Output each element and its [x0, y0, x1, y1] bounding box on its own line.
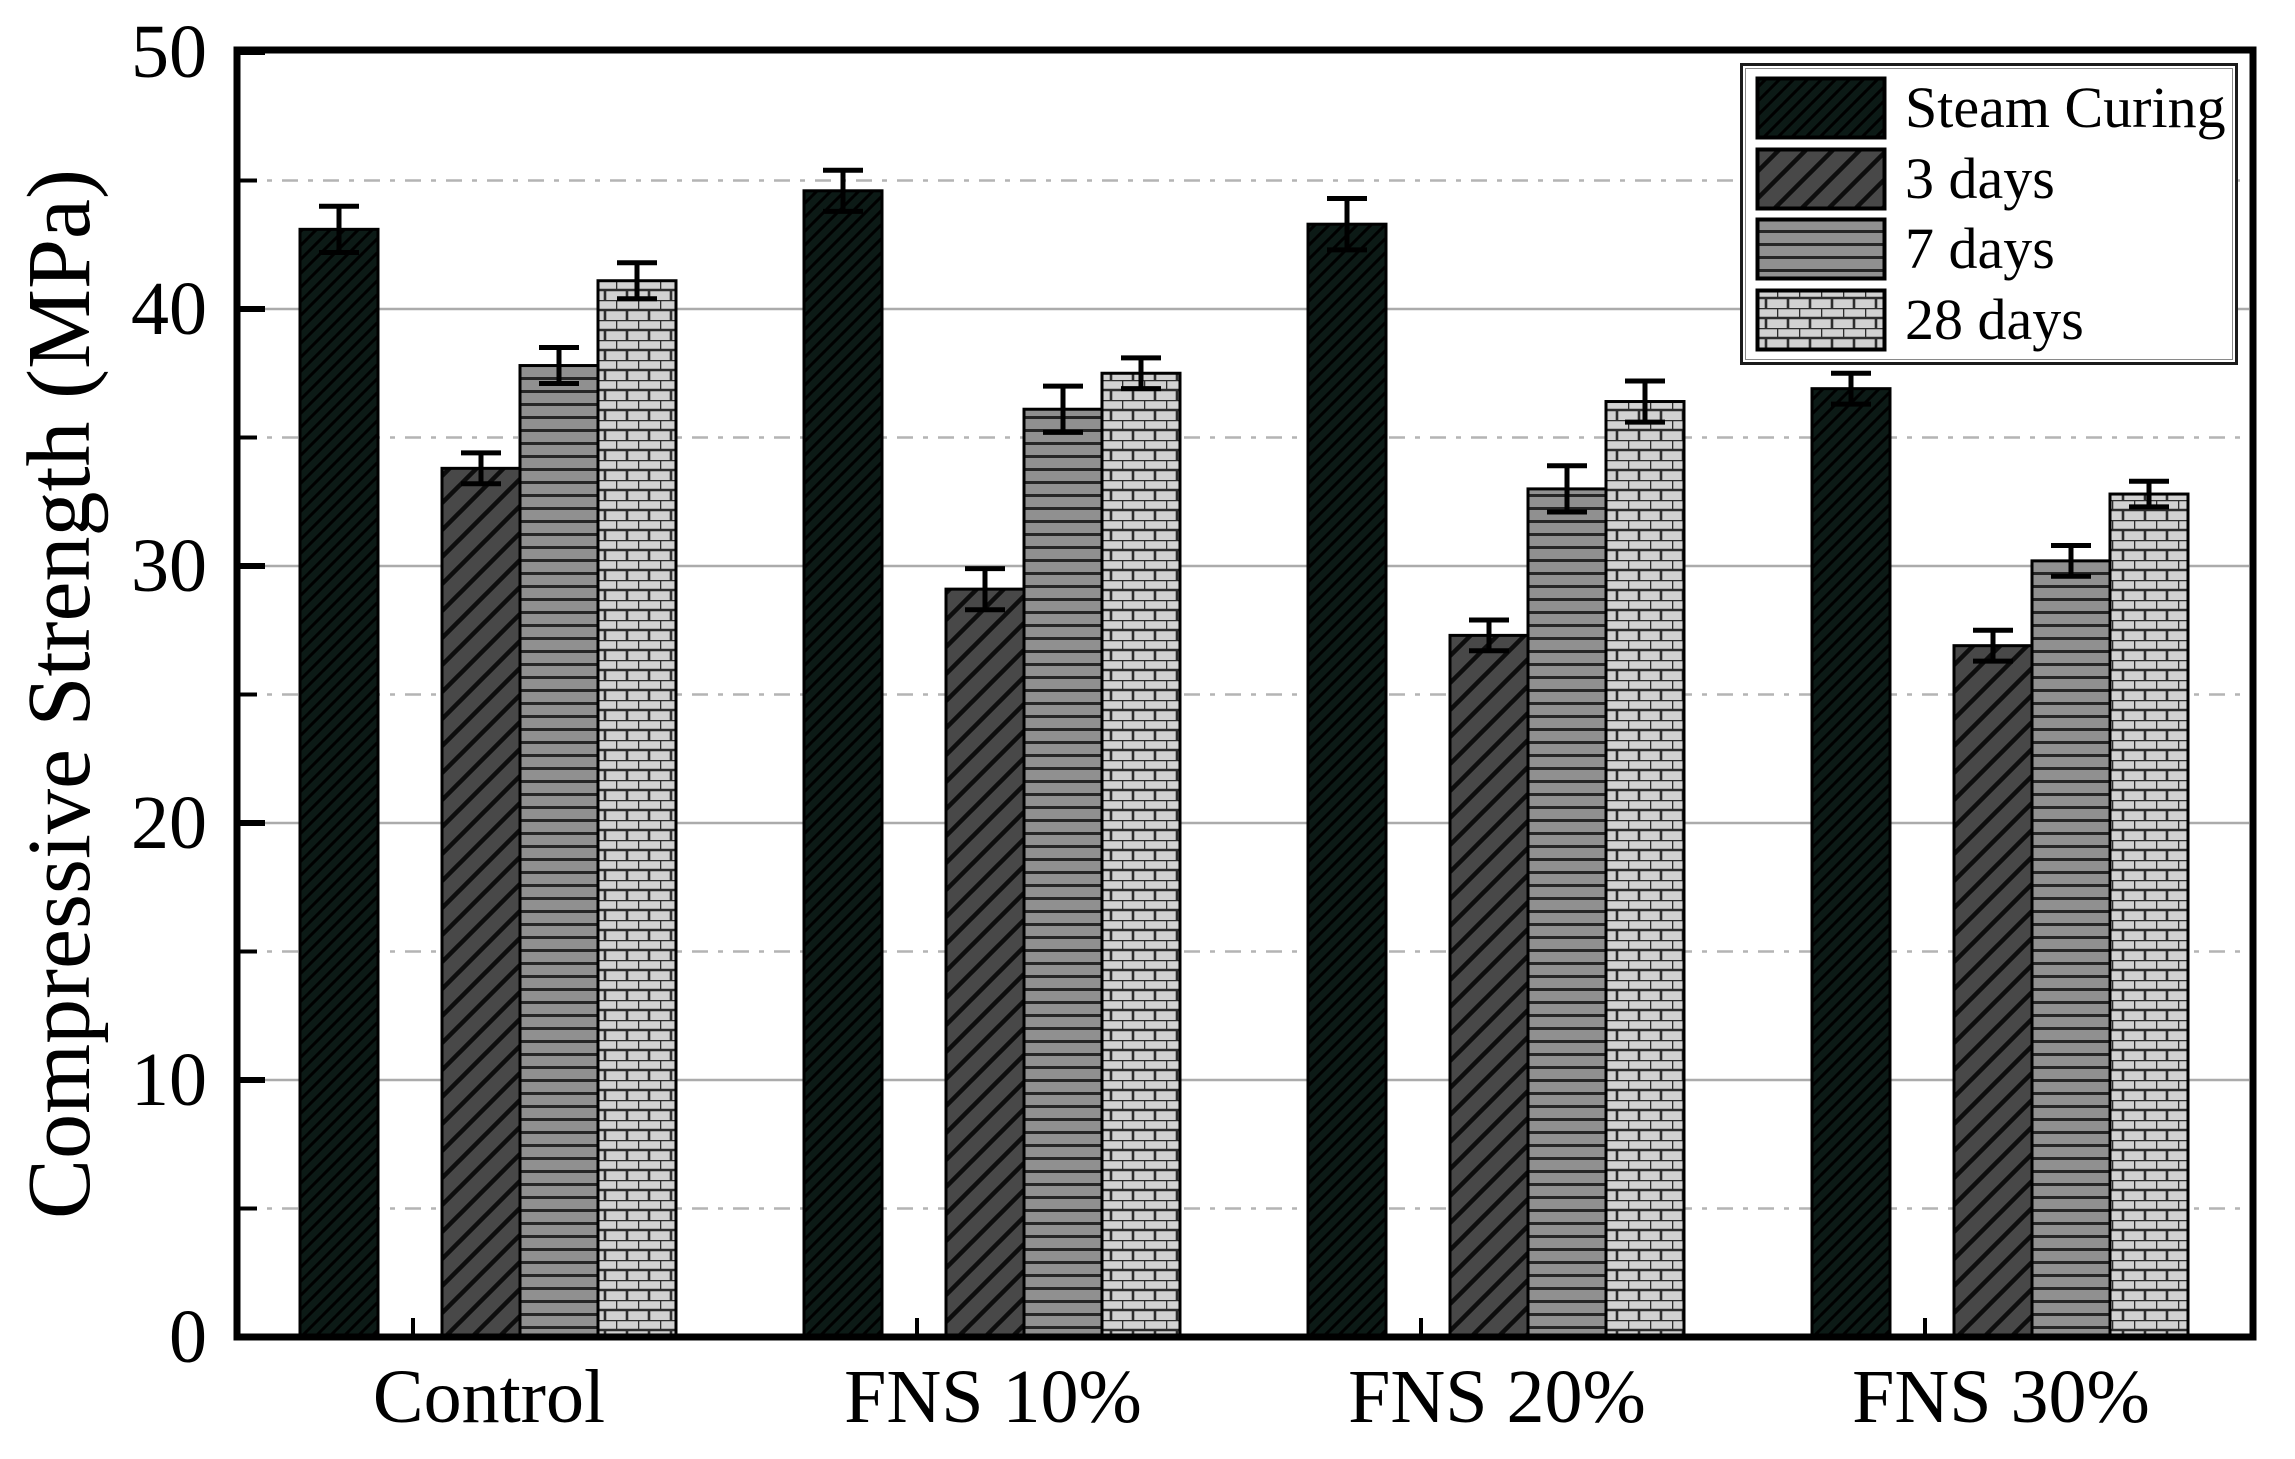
legend-label-steam-curing: Steam Curing	[1905, 75, 2226, 141]
legend: Steam Curing 3 days 7 days 28 days	[1740, 63, 2238, 365]
legend-item-7-days: 7 days	[1755, 217, 2227, 281]
error-bar-3-days-fns-10-	[965, 566, 1005, 613]
error-bar-28-days-control	[617, 260, 657, 302]
error-bar-3-days-fns-20-	[1469, 617, 1509, 654]
y-tick-label-20: 20	[131, 781, 207, 865]
x-category-label-control: Control	[372, 1355, 606, 1439]
error-bar-28-days-fns-30-	[2129, 478, 2169, 510]
error-bar-7-days-fns-30-	[2051, 542, 2091, 579]
y-tick-label-10: 10	[131, 1038, 207, 1122]
bar-7-days-control	[518, 364, 600, 1339]
bar-3-days-control	[440, 466, 522, 1339]
y-tick-label-40: 40	[131, 267, 207, 351]
error-bar-steam-curing-fns-10-	[823, 167, 863, 214]
error-bar-steam-curing-fns-30-	[1831, 370, 1871, 407]
error-bar-28-days-fns-20-	[1625, 378, 1665, 425]
legend-swatch-7-days-icon	[1755, 217, 1887, 281]
plot-frame	[233, 46, 2257, 1341]
legend-item-3-days: 3 days	[1755, 145, 2227, 211]
bar-3-days-fns-20-	[1448, 633, 1530, 1339]
bar-7-days-fns-10-	[1022, 407, 1104, 1339]
bar-steam-curing-fns-10-	[802, 189, 884, 1339]
axes-frame-layer	[233, 46, 2257, 1341]
error-bars-layer	[319, 167, 2169, 664]
error-bar-7-days-fns-10-	[1043, 383, 1083, 435]
y-tick-label-0: 0	[169, 1295, 207, 1379]
x-category-label-fns-10: FNS 10%	[844, 1355, 1142, 1439]
bar-28-days-fns-30-	[2108, 492, 2190, 1339]
legend-label-28-days: 28 days	[1905, 286, 2084, 352]
error-bar-3-days-fns-30-	[1973, 627, 2013, 664]
error-bar-7-days-fns-20-	[1547, 463, 1587, 515]
error-bar-7-days-control	[539, 345, 579, 387]
bar-28-days-control	[596, 279, 678, 1339]
bar-steam-curing-control	[298, 227, 380, 1339]
bar-3-days-fns-10-	[944, 587, 1026, 1339]
bar-steam-curing-fns-30-	[1810, 387, 1892, 1339]
bar-28-days-fns-10-	[1100, 371, 1182, 1339]
x-category-label-fns-20: FNS 20%	[1348, 1355, 1646, 1439]
legend-swatch-steam-curing-icon	[1755, 76, 1887, 140]
error-bar-28-days-fns-10-	[1121, 355, 1161, 392]
error-bar-steam-curing-control	[319, 203, 359, 255]
error-bar-steam-curing-fns-20-	[1327, 195, 1367, 253]
bar-28-days-fns-20-	[1604, 400, 1686, 1339]
error-bar-3-days-control	[461, 450, 501, 487]
legend-swatch-3-days-icon	[1755, 147, 1887, 211]
legend-label-3-days: 3 days	[1905, 145, 2055, 211]
legend-label-7-days: 7 days	[1905, 216, 2055, 282]
legend-swatch-28-days-icon	[1755, 288, 1887, 352]
bar-steam-curing-fns-20-	[1306, 222, 1388, 1339]
y-tick-label-50: 50	[131, 10, 207, 94]
legend-item-28-days: 28 days	[1755, 286, 2227, 352]
y-tick-label-30: 30	[131, 524, 207, 608]
bar-3-days-fns-30-	[1952, 644, 2034, 1339]
bar-7-days-fns-20-	[1526, 487, 1608, 1339]
legend-item-steam-curing: Steam Curing	[1755, 76, 2227, 140]
bar-7-days-fns-30-	[2030, 559, 2112, 1339]
x-category-label-fns-30: FNS 30%	[1852, 1355, 2150, 1439]
